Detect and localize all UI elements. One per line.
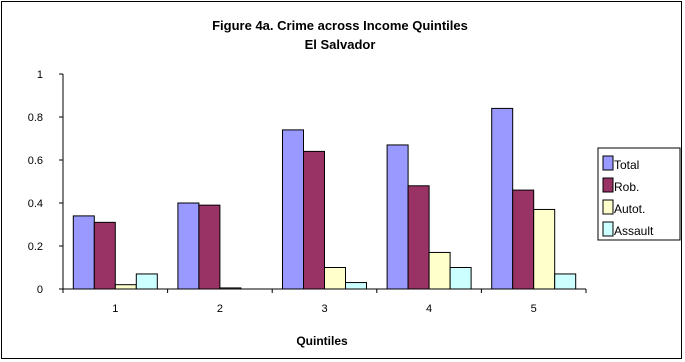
legend: Total Rob. Autot. Assault xyxy=(597,147,681,241)
bar-assault-q4 xyxy=(449,267,472,290)
bar-autot-q4 xyxy=(428,251,451,290)
legend-swatch xyxy=(602,177,614,193)
bar-rob-q2 xyxy=(198,204,221,290)
chart-title: Figure 4a. Crime across Income Quintiles xyxy=(212,18,468,33)
bar-total-q2 xyxy=(177,202,200,290)
x-axis-label: Quintiles xyxy=(296,334,348,348)
bar-autot-q1 xyxy=(114,284,137,290)
x-axis-ticks: 1 2 3 4 5 xyxy=(62,289,587,315)
bar-rob-q3 xyxy=(303,150,325,290)
legend-swatch xyxy=(602,221,614,237)
bar-rob-q4 xyxy=(407,185,430,290)
bar-assault-q5 xyxy=(554,273,577,290)
bar-assault-q3 xyxy=(345,282,367,290)
x-tick-label: 2 xyxy=(217,303,223,315)
legend-label: Autot. xyxy=(614,202,645,216)
y-tick-label: 0.6 xyxy=(28,155,43,167)
bar-rob-q5 xyxy=(512,189,535,290)
x-tick-label: 5 xyxy=(531,303,537,315)
bar-total-q3 xyxy=(282,129,304,290)
y-tick-label: 0 xyxy=(37,284,43,296)
bars-group xyxy=(72,107,577,290)
bar-total-q1 xyxy=(72,215,95,290)
bar-autot-q3 xyxy=(324,267,346,290)
bar-autot-q5 xyxy=(533,208,556,290)
y-tick-label: 0.2 xyxy=(28,241,43,253)
y-tick-label: 0.4 xyxy=(28,198,43,210)
legend-label: Total xyxy=(614,158,639,172)
y-axis-ticks: 0 0.2 0.4 0.6 0.8 1 xyxy=(28,69,63,296)
x-tick-label: 1 xyxy=(112,303,118,315)
y-tick-label: 1 xyxy=(37,69,43,81)
legend-swatch xyxy=(602,199,614,215)
legend-label: Assault xyxy=(614,224,654,238)
y-tick-label: 0.8 xyxy=(28,112,43,124)
bar-assault-q1 xyxy=(135,273,158,290)
x-tick-label: 3 xyxy=(321,303,327,315)
x-tick-label: 4 xyxy=(426,303,432,315)
chart-subtitle: El Salvador xyxy=(305,37,376,52)
bar-total-q4 xyxy=(386,144,409,290)
bar-rob-q1 xyxy=(93,221,116,290)
bar-total-q5 xyxy=(491,107,514,290)
legend-swatch xyxy=(602,155,614,171)
legend-label: Rob. xyxy=(614,180,639,194)
